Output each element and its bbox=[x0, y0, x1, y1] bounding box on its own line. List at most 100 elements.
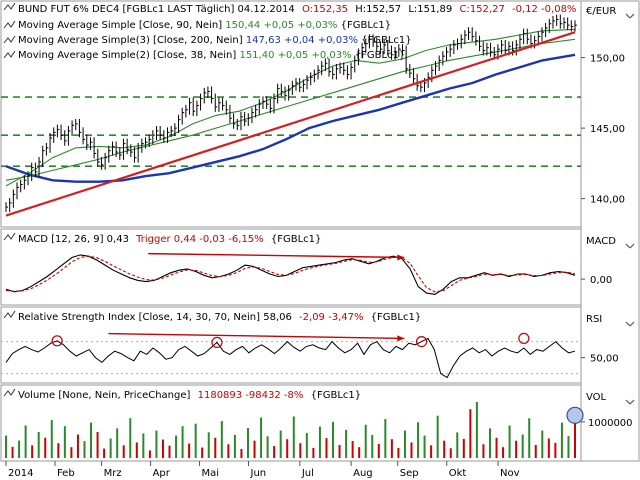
chevron-down-icon[interactable] bbox=[625, 399, 635, 405]
volume-bar bbox=[377, 443, 380, 458]
volume-bar bbox=[240, 448, 243, 458]
volume-bar bbox=[436, 415, 439, 458]
x-tick-label: Jul bbox=[301, 468, 314, 479]
rsi-change-text: -2,09 -3,47% bbox=[299, 312, 363, 323]
volume-bar bbox=[358, 447, 361, 458]
peak-marker bbox=[51, 335, 63, 347]
volume-bar bbox=[83, 441, 86, 458]
volume-bar bbox=[116, 428, 119, 458]
volume-bar bbox=[103, 448, 106, 458]
volume-bar bbox=[11, 446, 14, 458]
x-tick-label: Jun bbox=[250, 468, 267, 479]
volume-header: Volume [None, Nein, PriceChange] 1180893… bbox=[18, 390, 361, 401]
volume-bar bbox=[371, 434, 374, 458]
legend-entry: Moving Average Simple [Close, 90, Nein] … bbox=[18, 20, 391, 31]
volume-bar bbox=[37, 431, 40, 458]
volume-bar bbox=[423, 435, 426, 458]
volume-bar bbox=[57, 443, 60, 458]
rsi-header: Relative Strength Index [Close, 14, 30, … bbox=[18, 312, 421, 323]
volume-bar bbox=[345, 429, 348, 458]
volume-bar bbox=[410, 442, 413, 458]
volume-bar bbox=[338, 444, 341, 458]
volume-bar bbox=[227, 444, 230, 458]
volume-bar bbox=[515, 440, 518, 458]
macd-trigger-text: Trigger 0,44 -0,03 -6,15% bbox=[135, 234, 264, 245]
volume-bar bbox=[63, 426, 66, 458]
chevron-down-icon[interactable] bbox=[625, 13, 635, 19]
legend-name: Moving Average Simple(2) [Close, 38, Nei… bbox=[18, 50, 239, 61]
volume-bar bbox=[292, 416, 295, 458]
volume-bar bbox=[260, 417, 263, 458]
volume-bar bbox=[24, 425, 27, 458]
legend-entry: Moving Average Simple(3) [Close, 200, Ne… bbox=[18, 35, 412, 46]
y-tick-label: 145,00 bbox=[590, 124, 625, 135]
x-tick-label: Aug bbox=[353, 468, 373, 479]
volume-bar bbox=[541, 430, 544, 458]
price-open-value: 152,35 bbox=[313, 4, 348, 15]
price-low-value: 151,89 bbox=[417, 4, 452, 15]
volume-bar bbox=[528, 418, 531, 458]
price-close-label: C: bbox=[459, 4, 469, 15]
macd-panel-frame bbox=[0, 228, 582, 306]
volume-bar bbox=[129, 418, 132, 458]
volume-bar bbox=[312, 447, 315, 458]
volume-bar bbox=[554, 442, 557, 458]
macd-unit-label: MACD bbox=[586, 236, 616, 247]
volume-bar bbox=[122, 445, 125, 458]
volume-marker bbox=[566, 406, 584, 424]
indicator-icon bbox=[3, 35, 16, 44]
price-close-value: 152,27 bbox=[470, 4, 505, 15]
volume-bar bbox=[70, 447, 73, 458]
volume-bar bbox=[207, 432, 210, 458]
volume-bar bbox=[109, 438, 112, 458]
volume-bar bbox=[547, 438, 550, 458]
volume-bar bbox=[50, 420, 53, 458]
legend-ric: {FGBLc1} bbox=[358, 35, 412, 46]
x-tick-label: 2014 bbox=[8, 468, 33, 479]
chevron-down-icon[interactable] bbox=[625, 321, 635, 327]
price-layer: 140,00 145,00 150,00 bbox=[1, 14, 625, 217]
volume-bar bbox=[233, 434, 236, 458]
volume-bar bbox=[44, 437, 47, 458]
volume-bar bbox=[161, 439, 164, 458]
x-tick-label: Mai bbox=[202, 468, 220, 479]
volume-bar bbox=[482, 444, 485, 458]
volume-bar bbox=[351, 441, 354, 458]
volume-bar bbox=[31, 445, 34, 458]
legend-value: 151,40 +0,05 +0,03% bbox=[239, 50, 351, 61]
legend-name: Moving Average Simple(3) [Close, 200, Ne… bbox=[18, 35, 246, 46]
volume-bar bbox=[469, 409, 472, 458]
price-header: BUND FUT 6% DEC4 [FGBLc1 LAST Täglich] 0… bbox=[18, 4, 576, 15]
volume-bar bbox=[148, 450, 151, 458]
arrow-head-icon bbox=[397, 335, 405, 342]
volume-ric: {FGBLc1} bbox=[311, 390, 362, 401]
volume-bar bbox=[456, 432, 459, 458]
volume-bar bbox=[567, 435, 570, 458]
x-tick-label: Okt bbox=[449, 468, 467, 479]
volume-layer: 1000000 bbox=[5, 402, 633, 458]
x-tick-label: Feb bbox=[57, 468, 75, 479]
indicator-icon bbox=[3, 232, 16, 241]
volume-bar bbox=[155, 430, 158, 458]
rsi-series-line bbox=[5, 337, 576, 379]
volume-bar bbox=[175, 435, 178, 458]
y-tick-label: 50,00 bbox=[590, 354, 619, 365]
volume-bar bbox=[502, 447, 505, 458]
volume-header-title: Volume [None, Nein, PriceChange] bbox=[18, 390, 191, 401]
moving-average-line bbox=[5, 28, 576, 187]
legend-ric: {FGBLc1} bbox=[337, 20, 391, 31]
rsi-layer: 50,00 bbox=[1, 332, 619, 379]
x-tick-label: Apr bbox=[153, 468, 171, 479]
legend-ric: {FGBLc1} bbox=[352, 50, 406, 61]
volume-bar bbox=[286, 439, 289, 458]
macd-series-line bbox=[5, 255, 576, 293]
volume-bar bbox=[246, 428, 249, 458]
volume-bar bbox=[534, 444, 537, 458]
volume-unit-label: VOL bbox=[586, 392, 607, 403]
chevron-down-icon[interactable] bbox=[625, 243, 635, 249]
price-legend: Moving Average Simple [Close, 90, Nein] … bbox=[3, 20, 412, 61]
volume-bar bbox=[574, 415, 576, 458]
legend-value: 150,44 +0,05 +0,03% bbox=[225, 20, 337, 31]
y-tick-label: 1000000 bbox=[588, 418, 633, 429]
